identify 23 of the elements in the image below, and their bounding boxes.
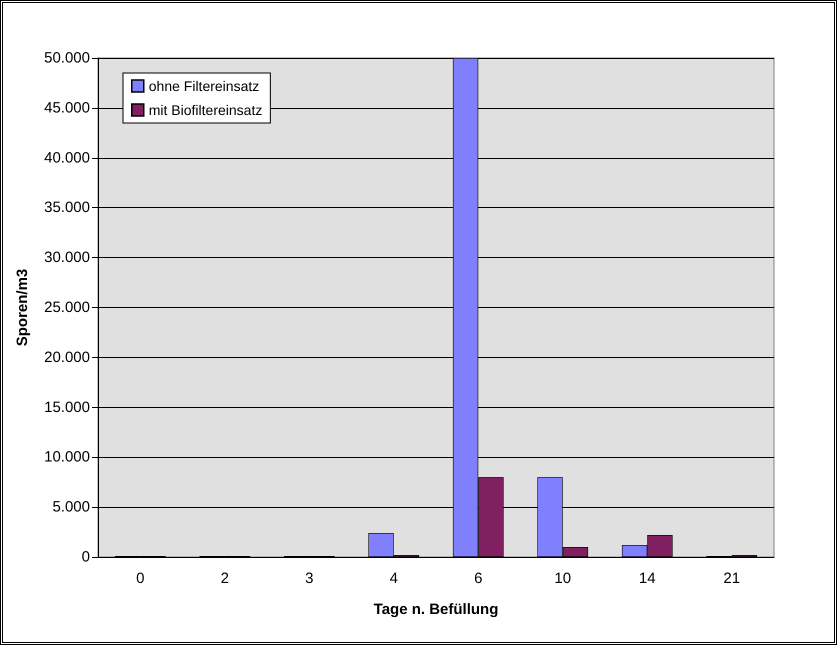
legend-label: mit Biofiltereinsatz (148, 102, 262, 118)
y-tick-label: 35.000 (44, 199, 90, 216)
x-tick-label: 14 (638, 570, 656, 587)
y-tick-label: 10.000 (44, 448, 90, 466)
x-tick-label: 4 (390, 570, 398, 587)
y-tick-label: 15.000 (44, 398, 90, 416)
y-axis-title: Sporen/m3 (14, 268, 31, 346)
y-tick-label: 45.000 (44, 99, 90, 116)
y-tick-label: 5.000 (52, 498, 90, 516)
x-tick-label: 2 (220, 570, 229, 587)
y-tick-label: 30.000 (44, 249, 90, 266)
x-tick-label: 0 (136, 570, 144, 587)
y-tick-label: 40.000 (44, 149, 90, 166)
x-axis-title: Tage n. Befüllung (374, 601, 498, 618)
y-tick-label: 0 (82, 548, 90, 566)
x-tick-label: 10 (554, 570, 572, 587)
x-tick-label: 6 (474, 570, 482, 587)
x-tick-label: 3 (305, 570, 314, 587)
y-tick-label: 20.000 (44, 348, 90, 366)
x-tick-label: 21 (723, 570, 740, 587)
y-tick-label: 50.000 (44, 50, 90, 66)
legend-label: ohne Filtereinsatz (148, 78, 260, 94)
y-tick-label: 25.000 (44, 299, 90, 316)
